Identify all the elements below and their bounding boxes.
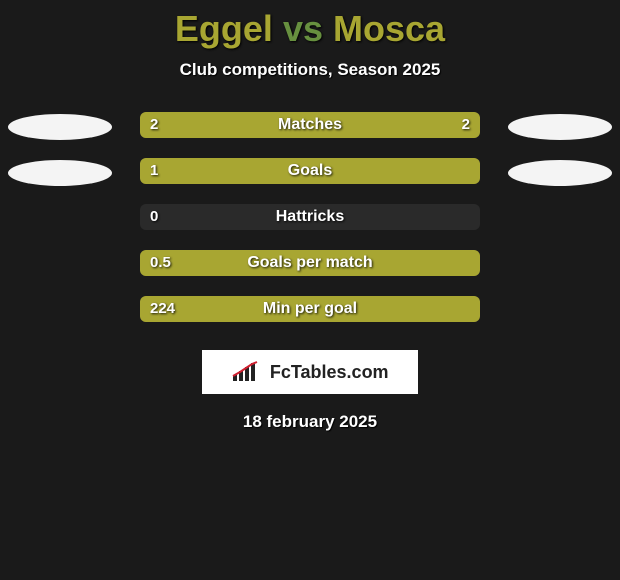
page-title: Eggel vs Mosca <box>0 8 620 50</box>
bar-chart-icon <box>231 361 261 383</box>
stat-row: Matches22 <box>0 112 620 158</box>
stat-row: Hattricks0 <box>0 204 620 250</box>
comparison-infographic: Eggel vs Mosca Club competitions, Season… <box>0 0 620 432</box>
stat-bar-track <box>140 112 480 138</box>
vs-label: vs <box>283 8 323 49</box>
logo-box: FcTables.com <box>202 350 418 394</box>
player1-name: Eggel <box>175 8 273 49</box>
stat-bar-left <box>140 296 480 322</box>
subtitle: Club competitions, Season 2025 <box>0 60 620 80</box>
stat-value-left: 2 <box>150 112 158 138</box>
player1-badge <box>8 160 112 186</box>
stat-bar-track <box>140 158 480 184</box>
stat-value-left: 224 <box>150 296 175 322</box>
stat-bar-track <box>140 296 480 322</box>
stat-rows: Matches22Goals1Hattricks0Goals per match… <box>0 112 620 342</box>
date-label: 18 february 2025 <box>0 412 620 432</box>
stat-bar-right <box>310 112 480 138</box>
stat-bar-track <box>140 250 480 276</box>
stat-value-left: 0.5 <box>150 250 171 276</box>
stat-value-right: 2 <box>462 112 470 138</box>
stat-bar-left <box>140 158 480 184</box>
player2-badge <box>508 160 612 186</box>
stat-bar-left <box>140 112 310 138</box>
stat-row: Min per goal224 <box>0 296 620 342</box>
logo-text: FcTables.com <box>270 362 389 382</box>
player2-name: Mosca <box>333 8 445 49</box>
stat-row: Goals1 <box>0 158 620 204</box>
stat-bar-track <box>140 204 480 230</box>
stat-value-left: 1 <box>150 158 158 184</box>
stat-row: Goals per match0.5 <box>0 250 620 296</box>
player2-badge <box>508 114 612 140</box>
player1-badge <box>8 114 112 140</box>
stat-bar-left <box>140 250 480 276</box>
stat-value-left: 0 <box>150 204 158 230</box>
